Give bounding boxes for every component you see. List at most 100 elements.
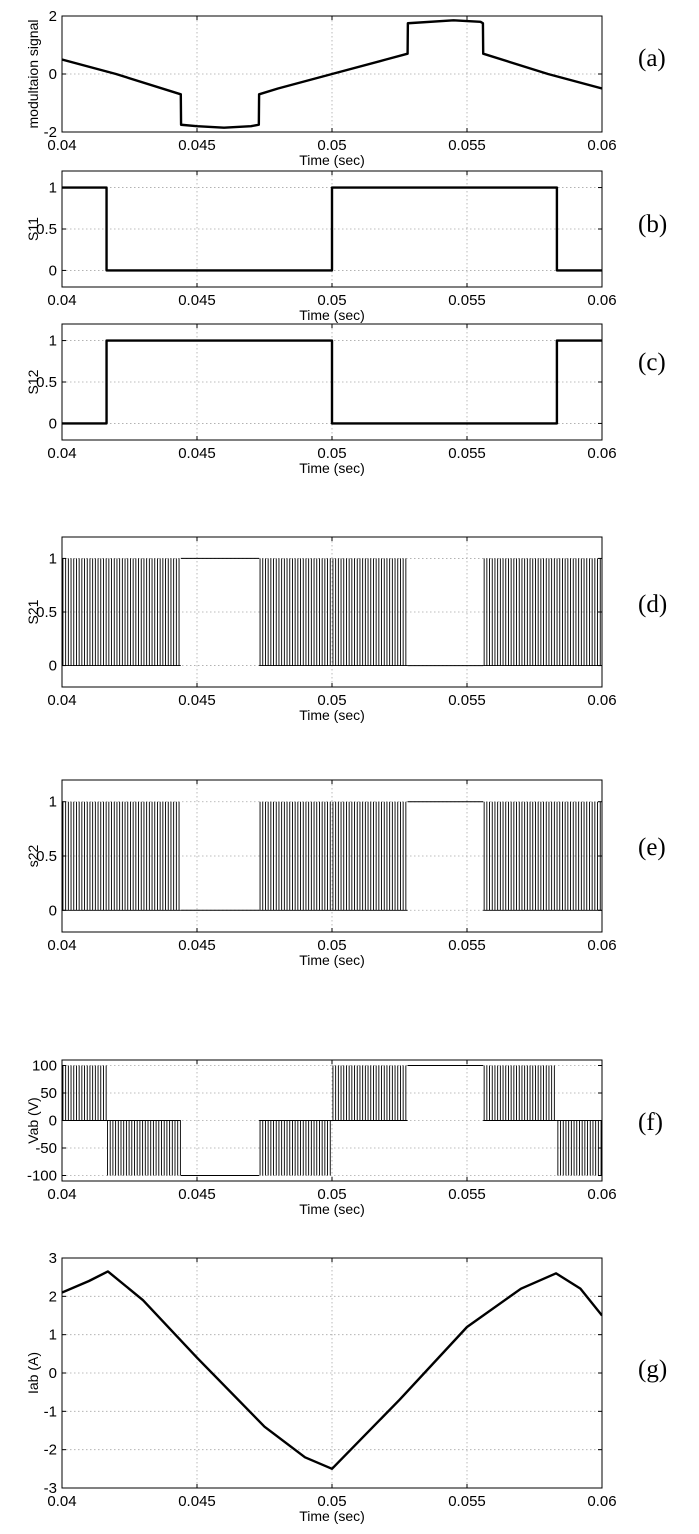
y-axis-label: s22 xyxy=(25,845,41,868)
y-tick-label: 0 xyxy=(49,902,57,919)
x-tick-label: 0.06 xyxy=(587,445,616,462)
series-line xyxy=(62,1270,602,1471)
x-tick-label: 0.055 xyxy=(448,137,486,154)
pwm-burst xyxy=(62,801,181,911)
pwm-burst xyxy=(259,1120,332,1176)
series-line xyxy=(62,186,602,272)
chart-panel-5: 0.04 0.045 0.05 0.055 0.06 0 0.5 1 Time (sec) s22… xyxy=(25,779,666,968)
x-tick-label: 0.06 xyxy=(587,292,616,309)
pwm-burst xyxy=(483,801,602,911)
y-axis-label: Vab (V) xyxy=(25,1097,41,1143)
panel-label: (f) xyxy=(638,1109,663,1136)
x-tick-label: 0.05 xyxy=(317,1493,346,1510)
x-tick-label: 0.04 xyxy=(47,1186,76,1203)
chart-panel-6: 0.04 0.045 0.05 0.055 0.06 -100 -50 0 50 100 Time … xyxy=(25,1058,663,1218)
y-tick-label: -2 xyxy=(44,1442,57,1459)
y-axis-label: S21 xyxy=(25,599,41,624)
series-line xyxy=(62,19,602,129)
pwm-burst xyxy=(259,801,408,911)
x-tick-label: 0.055 xyxy=(448,692,486,709)
x-tick-label: 0.055 xyxy=(448,292,486,309)
y-tick-label: 100 xyxy=(32,1058,57,1075)
x-axis-label: Time (sec) xyxy=(299,460,365,476)
panel-label: (b) xyxy=(638,211,667,238)
y-tick-label: 0.5 xyxy=(36,221,57,238)
pwm-burst xyxy=(483,558,602,667)
x-axis-label: Time (sec) xyxy=(299,1201,365,1217)
pwm-burst xyxy=(62,558,181,667)
pwm-burst xyxy=(556,1120,602,1176)
x-tick-label: 0.04 xyxy=(47,937,76,954)
x-tick-label: 0.055 xyxy=(448,1493,486,1510)
y-tick-label: 2 xyxy=(49,8,57,25)
y-tick-label: -1 xyxy=(44,1403,57,1420)
y-tick-label: 0 xyxy=(49,415,57,432)
x-axis-label: Time (sec) xyxy=(299,1508,365,1524)
pwm-burst xyxy=(106,1120,181,1176)
y-tick-label: 0 xyxy=(49,1365,57,1382)
y-tick-label: 0.5 xyxy=(36,374,57,391)
chart-panel-7: 0.04 0.045 0.05 0.055 0.06 -3 -2 -1 0 1 2 3 Time (se… xyxy=(25,1250,667,1524)
y-tick-label: -3 xyxy=(44,1480,57,1497)
x-tick-label: 0.05 xyxy=(317,937,346,954)
x-tick-label: 0.045 xyxy=(178,1493,216,1510)
y-tick-label: -2 xyxy=(44,124,57,141)
y-tick-label: 1 xyxy=(49,333,57,350)
y-tick-label: 0.5 xyxy=(36,848,57,865)
y-tick-label: 0 xyxy=(49,262,57,279)
x-tick-label: 0.06 xyxy=(587,692,616,709)
x-tick-label: 0.04 xyxy=(47,445,76,462)
panel-label: (c) xyxy=(638,349,666,376)
y-tick-label: 1 xyxy=(49,1327,57,1344)
x-tick-label: 0.04 xyxy=(47,1493,76,1510)
y-axis-label: S12 xyxy=(25,369,41,394)
x-tick-label: 0.055 xyxy=(448,1186,486,1203)
x-tick-label: 0.045 xyxy=(178,445,216,462)
x-tick-label: 0.055 xyxy=(448,937,486,954)
panel-label: (d) xyxy=(638,591,667,618)
chart-panel-3: 0.04 0.045 0.05 0.055 0.06 0 0.5 1 Time (sec) S12… xyxy=(25,323,666,476)
x-tick-label: 0.06 xyxy=(587,1493,616,1510)
x-tick-label: 0.045 xyxy=(178,937,216,954)
y-tick-label: 50 xyxy=(40,1085,57,1102)
panel-label: (a) xyxy=(638,45,666,72)
x-axis-label: Time (sec) xyxy=(299,952,365,968)
y-tick-label: 0.5 xyxy=(36,604,57,621)
pwm-burst xyxy=(483,1065,557,1121)
x-tick-label: 0.05 xyxy=(317,692,346,709)
x-tick-label: 0.05 xyxy=(317,292,346,309)
series-line xyxy=(62,339,602,425)
x-tick-label: 0.06 xyxy=(587,137,616,154)
chart-panel-1: 0.04 0.045 0.05 0.055 0.06 -2 0 2 Time (sec) modu… xyxy=(25,8,666,168)
x-tick-label: 0.045 xyxy=(178,1186,216,1203)
y-tick-label: 1 xyxy=(49,794,57,811)
pwm-burst xyxy=(62,1065,107,1121)
y-tick-label: -100 xyxy=(27,1168,57,1185)
x-tick-label: 0.06 xyxy=(587,1186,616,1203)
panel-label: (e) xyxy=(638,834,666,861)
chart-panel-2: 0.04 0.045 0.05 0.055 0.06 0 0.5 1 Time (sec) S11… xyxy=(25,170,667,323)
x-tick-label: 0.055 xyxy=(448,445,486,462)
x-tick-label: 0.04 xyxy=(47,137,76,154)
x-tick-label: 0.06 xyxy=(587,937,616,954)
x-axis-label: Time (sec) xyxy=(299,307,365,323)
pwm-burst xyxy=(332,1065,408,1121)
y-tick-label: 1 xyxy=(49,550,57,567)
chart-panel-4: 0.04 0.045 0.05 0.055 0.06 0 0.5 1 Time (sec) S21… xyxy=(25,536,667,723)
pwm-burst xyxy=(259,558,408,667)
x-tick-label: 0.045 xyxy=(178,692,216,709)
x-axis-label: Time (sec) xyxy=(299,152,365,168)
y-axis-label: Iab (A) xyxy=(25,1352,41,1394)
x-tick-label: 0.045 xyxy=(178,292,216,309)
y-tick-label: -50 xyxy=(35,1140,57,1157)
x-tick-label: 0.045 xyxy=(178,137,216,154)
x-tick-label: 0.05 xyxy=(317,445,346,462)
y-tick-label: 1 xyxy=(49,180,57,197)
y-tick-label: 2 xyxy=(49,1288,57,1305)
y-tick-label: 3 xyxy=(49,1250,57,1267)
x-axis-label: Time (sec) xyxy=(299,707,365,723)
panel-label: (g) xyxy=(638,1356,667,1383)
x-tick-label: 0.05 xyxy=(317,137,346,154)
y-tick-label: 0 xyxy=(49,66,57,83)
